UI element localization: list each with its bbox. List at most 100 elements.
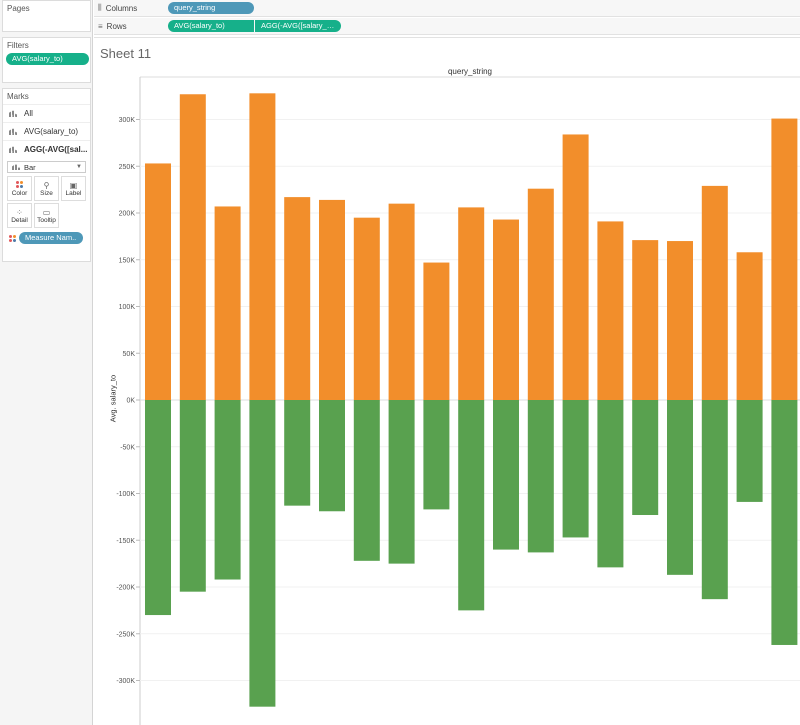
- y-tick-label: 150K: [119, 257, 136, 264]
- bar-chart-icon: [12, 164, 20, 170]
- sheet-title: Sheet 11: [100, 46, 152, 61]
- bar-negative: [179, 400, 206, 592]
- marks-item-all[interactable]: All: [3, 104, 90, 122]
- y-tick-label: 300K: [119, 117, 136, 124]
- filters-card-title: Filters: [7, 41, 29, 50]
- y-tick-label: 50K: [123, 351, 136, 358]
- rows-icon: ≡: [98, 21, 103, 31]
- color-dots-icon: [16, 180, 23, 188]
- size-icon: ⚲: [43, 180, 50, 190]
- rows-pill-agg-salary-from[interactable]: AGG(-AVG([salary_fr..: [255, 20, 341, 32]
- bar-positive: [423, 262, 450, 400]
- bar-negative: [632, 400, 659, 516]
- marks-item-label: AVG(salary_to): [24, 127, 79, 136]
- bar-negative: [701, 400, 728, 600]
- color-button[interactable]: Color: [7, 176, 32, 201]
- size-button[interactable]: ⚲ Size: [34, 176, 59, 201]
- detail-button-label: Detail: [11, 216, 28, 224]
- bar-negative: [493, 400, 519, 550]
- bar-positive: [527, 188, 554, 400]
- size-button-label: Size: [40, 189, 53, 197]
- bar-positive: [458, 207, 485, 400]
- bar-positive: [214, 206, 241, 400]
- y-tick-label: 100K: [119, 304, 136, 311]
- bar-positive: [249, 93, 276, 400]
- bar-negative: [667, 400, 693, 575]
- y-tick-label: -200K: [116, 585, 135, 592]
- filters-card: Filters AVG(salary_to): [2, 37, 91, 83]
- marks-card-title: Marks: [7, 92, 29, 101]
- bar-positive: [145, 163, 171, 400]
- bar-chart-icon: [9, 146, 18, 153]
- bar-positive: [632, 240, 659, 400]
- bar-positive: [319, 199, 345, 400]
- bar-negative: [284, 400, 311, 506]
- bar-negative: [319, 400, 345, 512]
- marks-card: Marks All AVG(salary_to) AGG(-AVG([sal..…: [2, 88, 91, 262]
- bar-negative: [562, 400, 589, 538]
- bar-positive: [562, 134, 589, 400]
- y-tick-label: -100K: [116, 491, 135, 498]
- bar-positive: [284, 197, 311, 400]
- bar-chart-icon: [9, 110, 18, 117]
- columns-label: Columns: [105, 3, 138, 13]
- rows-label: Rows: [106, 21, 127, 31]
- marks-item-agg[interactable]: AGG(-AVG([sal...: [3, 140, 90, 158]
- bar-positive: [493, 219, 519, 400]
- columns-pill-query-string[interactable]: query_string: [168, 2, 254, 14]
- bar-positive: [597, 221, 624, 400]
- y-tick-label: 0K: [126, 398, 135, 405]
- bar-chart: 300K 250K 200K 150K 100K 50K 0K -50K -100K -150K -…: [116, 76, 800, 725]
- left-panel: Pages Filters AVG(salary_to) Marks All A…: [0, 0, 93, 725]
- y-tick-label: -250K: [116, 631, 135, 638]
- filter-pill[interactable]: AVG(salary_to): [6, 53, 89, 65]
- bar-positive: [771, 118, 798, 400]
- bar-negative: [388, 400, 415, 564]
- pages-card: Pages: [2, 0, 91, 32]
- y-tick-label: 200K: [119, 211, 136, 218]
- bar-positive: [388, 203, 415, 400]
- bar-positive: [667, 241, 693, 400]
- y-tick-label: -300K: [116, 678, 135, 685]
- label-icon: ▣: [69, 180, 78, 190]
- bar-negative: [214, 400, 241, 580]
- bar-negative: [771, 400, 798, 645]
- bar-negative: [597, 400, 624, 568]
- mark-type-value: Bar: [24, 162, 36, 172]
- pages-card-title: Pages: [7, 4, 30, 13]
- marks-item-salary-to[interactable]: AVG(salary_to): [3, 122, 90, 140]
- y-tick-label: 250K: [119, 164, 136, 171]
- columns-shelf-label: ⫼ Columns: [94, 3, 168, 13]
- color-button-label: Color: [11, 189, 28, 197]
- rows-shelf: ≡ Rows AVG(salary_to) AGG(-AVG([salary_f…: [94, 18, 800, 35]
- tooltip-button-label: Tooltip: [37, 216, 56, 224]
- marks-item-label: All: [24, 109, 33, 118]
- columns-shelf: ⫼ Columns query_string: [94, 0, 800, 17]
- bar-negative: [736, 400, 763, 502]
- color-dots-icon: [9, 234, 16, 242]
- label-button-label: Label: [65, 189, 82, 197]
- y-tick-label: -150K: [116, 538, 135, 545]
- measure-names-pill[interactable]: Measure Nam..: [19, 232, 83, 244]
- rows-shelf-label: ≡ Rows: [94, 22, 168, 31]
- bar-positive: [701, 185, 728, 400]
- bar-negative: [458, 400, 485, 611]
- detail-button[interactable]: ⁘ Detail: [7, 203, 32, 228]
- bar-negative: [527, 400, 554, 553]
- bar-positive: [353, 217, 380, 400]
- bar-chart-icon: [9, 128, 18, 135]
- bar-negative: [145, 400, 171, 616]
- y-tick-label: -50K: [120, 444, 135, 451]
- mark-type-select[interactable]: Bar ▼: [7, 161, 86, 173]
- marks-item-label: AGG(-AVG([sal...: [24, 145, 88, 154]
- bar-negative: [249, 400, 276, 707]
- chevron-down-icon: ▼: [76, 164, 82, 170]
- bar-positive: [736, 252, 763, 400]
- divider: [94, 37, 800, 38]
- bar-positive: [179, 94, 206, 400]
- tooltip-button[interactable]: ▭ Tooltip: [34, 203, 59, 228]
- rows-pill-salary-to[interactable]: AVG(salary_to): [168, 20, 254, 32]
- bar-negative: [353, 400, 380, 561]
- label-button[interactable]: ▣ Label: [61, 176, 86, 201]
- columns-icon: ⫼: [98, 3, 102, 12]
